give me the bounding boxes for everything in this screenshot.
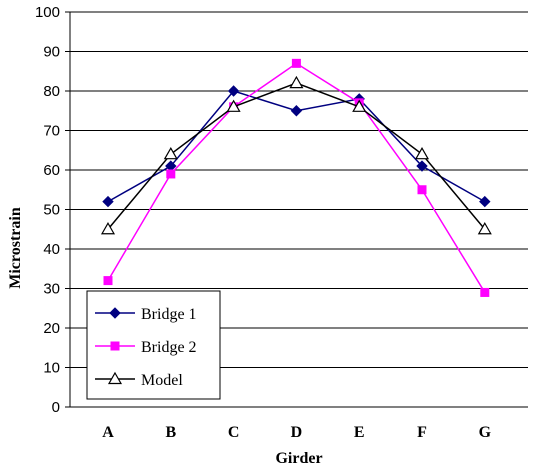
- x-tick-label-G: G: [479, 424, 492, 441]
- y-tick-label-20: 20: [43, 320, 60, 337]
- y-tick-label-30: 30: [43, 281, 60, 298]
- point-s1-C: [227, 85, 240, 97]
- x-tick-label-B: B: [165, 424, 176, 441]
- legend-label-3: Model: [141, 372, 183, 389]
- x-axis-label: Girder: [275, 450, 322, 467]
- axes: [65, 11, 528, 408]
- series-line-3: [107, 82, 486, 230]
- x-tick-label-E: E: [354, 424, 365, 441]
- x-tick-label-C: C: [228, 424, 240, 441]
- x-tick-label-A: A: [102, 424, 114, 441]
- y-tick-label-10: 10: [43, 360, 60, 377]
- series-line-2: [107, 62, 486, 293]
- point-s3-F: [414, 146, 430, 160]
- series-1: [102, 85, 491, 208]
- series-group: [100, 58, 492, 297]
- point-s3-C: [226, 99, 241, 112]
- x-tick-labels: A B C D E F G: [102, 424, 491, 441]
- point-s2-G: [480, 287, 490, 297]
- y-tick-label-50: 50: [43, 202, 60, 219]
- point-s3-A: [100, 222, 116, 235]
- y-tick-label-70: 70: [43, 123, 60, 140]
- legend: Bridge 1 Bridge 2 Model: [86, 290, 221, 400]
- point-s2-A: [103, 276, 113, 286]
- point-s3-D: [289, 75, 304, 89]
- point-s3-B: [163, 146, 178, 160]
- legend-marker-3: [107, 371, 123, 385]
- legend-marker-1: [109, 307, 121, 319]
- point-s2-D: [291, 58, 301, 68]
- point-s1-F: [416, 160, 428, 172]
- x-tick-label-D: D: [291, 424, 303, 441]
- y-tick-label-0: 0: [52, 399, 60, 416]
- y-tick-label-80: 80: [43, 83, 60, 100]
- y-tick-label-40: 40: [43, 241, 60, 258]
- y-tick-label-60: 60: [43, 162, 60, 179]
- point-s2-F: [417, 185, 427, 195]
- y-tick-label-90: 90: [43, 44, 60, 61]
- y-axis-label: Microstrain: [7, 207, 24, 289]
- series-2: [103, 58, 490, 297]
- point-s1-A: [102, 195, 114, 208]
- y-tick-label-100: 100: [35, 4, 60, 21]
- x-tick-label-F: F: [417, 424, 427, 441]
- legend-label-2: Bridge 2: [141, 339, 197, 356]
- point-s3-E: [352, 99, 367, 112]
- series-3: [100, 75, 492, 235]
- legend-box: [86, 290, 221, 400]
- point-s1-D: [290, 105, 303, 117]
- point-s3-G: [477, 222, 492, 235]
- point-s1-G: [479, 195, 491, 208]
- legend-label-1: Bridge 1: [141, 306, 197, 323]
- point-s2-B: [166, 169, 176, 179]
- y-tick-labels: 0 10 20 30 40 50 60 70 80 90 100: [35, 4, 60, 416]
- legend-marker-2: [110, 341, 120, 351]
